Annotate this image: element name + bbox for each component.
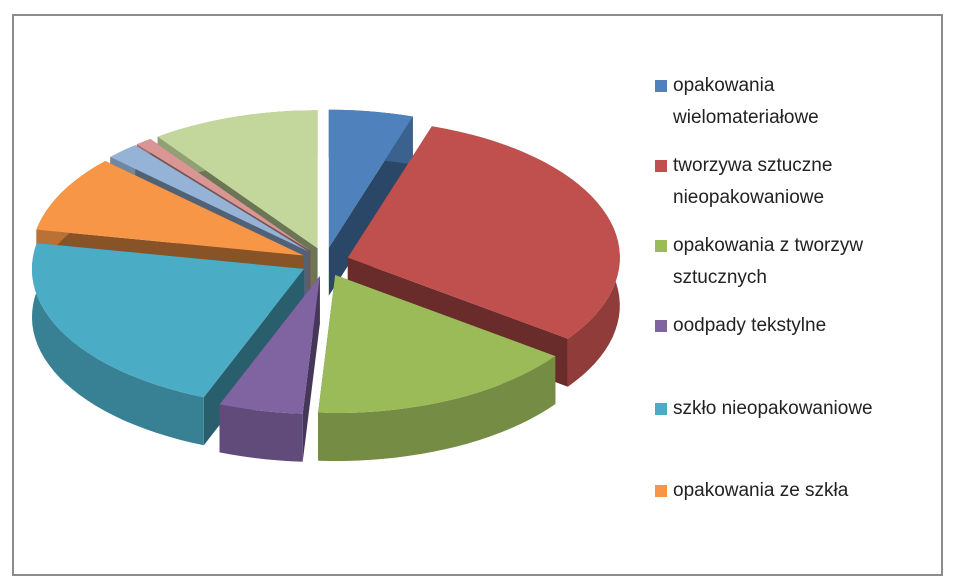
- legend-label: oodpady tekstylne: [673, 315, 827, 336]
- slice: [36, 161, 304, 256]
- legend-item: opakowania z tworzyw sztucznych: [655, 230, 885, 294]
- slice-side: [219, 404, 303, 462]
- slice: [328, 109, 413, 248]
- slice: [318, 275, 556, 413]
- slice-side: [32, 243, 204, 446]
- legend-item: oodpady tekstylne: [655, 310, 885, 342]
- legend-item: tworzywa sztuczne nieopakowaniowe: [655, 150, 885, 214]
- legend-swatch: [655, 160, 667, 172]
- legend-label: tworzywa sztuczne nieopakowaniowe: [673, 155, 833, 208]
- slice: [157, 110, 318, 249]
- legend-item: opakowania wielomateriałowe: [655, 70, 885, 134]
- legend-label: opakowania wielomateriałowe: [673, 75, 819, 128]
- slice: [32, 243, 304, 398]
- legend-item: szkło nieopakowaniowe: [655, 393, 885, 425]
- slice: [219, 276, 320, 414]
- slice: [347, 126, 620, 339]
- legend-swatch: [655, 403, 667, 415]
- legend-swatch: [655, 485, 667, 497]
- legend-label: opakowania ze szkła: [673, 480, 849, 501]
- slice: [110, 145, 309, 252]
- legend-label: opakowania z tworzyw sztucznych: [673, 235, 864, 288]
- legend-item: opakowania ze szkła: [655, 475, 885, 507]
- legend-label: szkło nieopakowaniowe: [673, 398, 873, 419]
- legend-swatch: [655, 240, 667, 252]
- legend-swatch: [655, 80, 667, 92]
- legend-swatch: [655, 320, 667, 332]
- chart-frame: [12, 14, 943, 576]
- slice: [136, 139, 311, 251]
- slice-side: [318, 356, 556, 461]
